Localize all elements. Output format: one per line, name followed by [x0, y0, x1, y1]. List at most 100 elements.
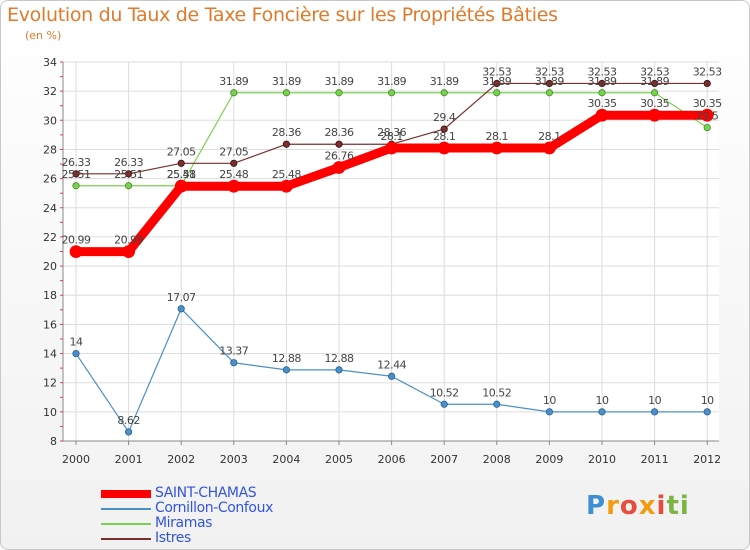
axes: 8 10 12 14 16 18 20 22 24 26 28 30 32 34 2000 2001 2002 2…: [43, 56, 721, 466]
data-point: [440, 400, 448, 408]
x-tick-label: 2001: [115, 453, 143, 466]
data-point: [595, 108, 609, 122]
data-label: 28.36: [377, 126, 406, 139]
data-label: 25.51: [114, 168, 143, 181]
x-tick-label: 2004: [272, 453, 300, 466]
legend-swatch: [101, 522, 151, 525]
data-label: 25.51: [167, 168, 196, 181]
data-point: [440, 89, 448, 97]
y-tick-label: 30: [43, 114, 57, 127]
data-point: [335, 366, 343, 374]
data-label: 31.89: [535, 75, 564, 88]
data-label: 29.4: [433, 111, 456, 124]
data-label: 28.36: [272, 126, 301, 139]
data-label: 13.37: [219, 345, 248, 358]
series-lines: [69, 79, 714, 436]
legend-label: Istres: [155, 530, 191, 546]
logo-letter: i: [679, 491, 690, 521]
logo-letter: i: [656, 491, 667, 521]
data-point: [387, 372, 396, 380]
data-label: 32.53: [588, 65, 617, 78]
data-point: [335, 89, 343, 97]
proxiti-logo: Proxiti: [586, 491, 690, 521]
legend-item: SAINT-CHAMAS: [101, 486, 273, 501]
data-label: 31.89: [325, 75, 354, 88]
data-point: [227, 179, 241, 193]
data-point: [125, 182, 133, 190]
data-point: [493, 400, 501, 408]
y-tick-label: 26: [43, 173, 57, 186]
data-point: [700, 108, 714, 122]
legend-label: SAINT-CHAMAS: [155, 485, 257, 501]
data-point: [650, 89, 659, 97]
data-label: 27.05: [219, 145, 248, 158]
data-point: [545, 408, 554, 416]
data-label: 27.05: [167, 145, 196, 158]
data-label: 10: [648, 394, 661, 407]
data-label: 12.44: [377, 358, 406, 371]
x-tick-label: 2003: [220, 453, 248, 466]
data-point: [125, 170, 133, 178]
data-label: 32.53: [535, 65, 564, 78]
data-point: [440, 125, 448, 133]
data-point: [72, 349, 80, 358]
data-point: [332, 161, 346, 174]
y-tick-label: 8: [50, 435, 57, 448]
data-label: 10.52: [430, 386, 459, 399]
data-label: 17.07: [167, 291, 196, 304]
data-point: [493, 89, 501, 97]
data-label: 28.36: [325, 126, 354, 139]
data-label: 26.33: [62, 156, 91, 169]
data-label: 30.35: [693, 97, 722, 110]
data-label: 10.52: [482, 386, 511, 399]
y-tick-label: 10: [43, 406, 57, 419]
data-label: 12.88: [325, 352, 354, 365]
legend-label: Cornillon-Confoux: [155, 500, 273, 516]
data-point: [703, 408, 711, 416]
data-point: [598, 89, 606, 97]
y-tick-label: 28: [43, 143, 57, 156]
data-label: 28.1: [380, 130, 403, 143]
data-point: [177, 305, 185, 313]
data-point: [545, 89, 554, 97]
data-label: 31.89: [482, 75, 511, 88]
x-tick-label: 2012: [693, 453, 721, 466]
y-tick-label: 20: [43, 260, 57, 273]
y-tick-label: 32: [43, 85, 57, 98]
data-point: [177, 159, 185, 167]
legend-swatch: [101, 507, 151, 510]
data-point: [125, 428, 133, 436]
y-tick-label: 14: [43, 348, 57, 361]
data-label: 31.89: [430, 75, 459, 88]
data-label: 31.89: [377, 75, 406, 88]
x-tick-label: 2011: [641, 453, 669, 466]
x-tick-label: 2005: [325, 453, 353, 466]
x-tick-label: 2010: [588, 453, 616, 466]
data-label: 25.51: [62, 168, 91, 181]
x-tick-label: 2009: [535, 453, 563, 466]
data-label: 28.1: [538, 130, 561, 143]
x-tick-label: 2008: [483, 453, 511, 466]
legend-swatch: [101, 489, 151, 498]
data-point: [282, 366, 290, 374]
data-point: [282, 140, 290, 148]
data-label: 31.89: [219, 75, 248, 88]
data-point: [437, 141, 451, 155]
data-label: 30.35: [588, 97, 617, 110]
legend: SAINT-CHAMAS Cornillon-Confoux Miramas Istr…: [101, 486, 273, 546]
data-label: 10: [701, 394, 714, 407]
data-label: 32.53: [482, 65, 511, 78]
x-tick-label: 2000: [62, 453, 90, 466]
y-tick-label: 16: [43, 318, 57, 331]
data-label: 32.53: [640, 65, 669, 78]
legend-item: Miramas: [101, 516, 273, 531]
y-tick-label: 34: [43, 56, 57, 69]
legend-label: Miramas: [155, 515, 213, 531]
data-label: 29.5: [696, 110, 719, 123]
data-point: [387, 89, 396, 97]
data-point: [122, 245, 135, 259]
data-label: 20.99: [62, 234, 91, 247]
data-point: [282, 89, 290, 97]
chart-title: Evolution du Taux de Taxe Foncière sur l…: [7, 4, 558, 26]
